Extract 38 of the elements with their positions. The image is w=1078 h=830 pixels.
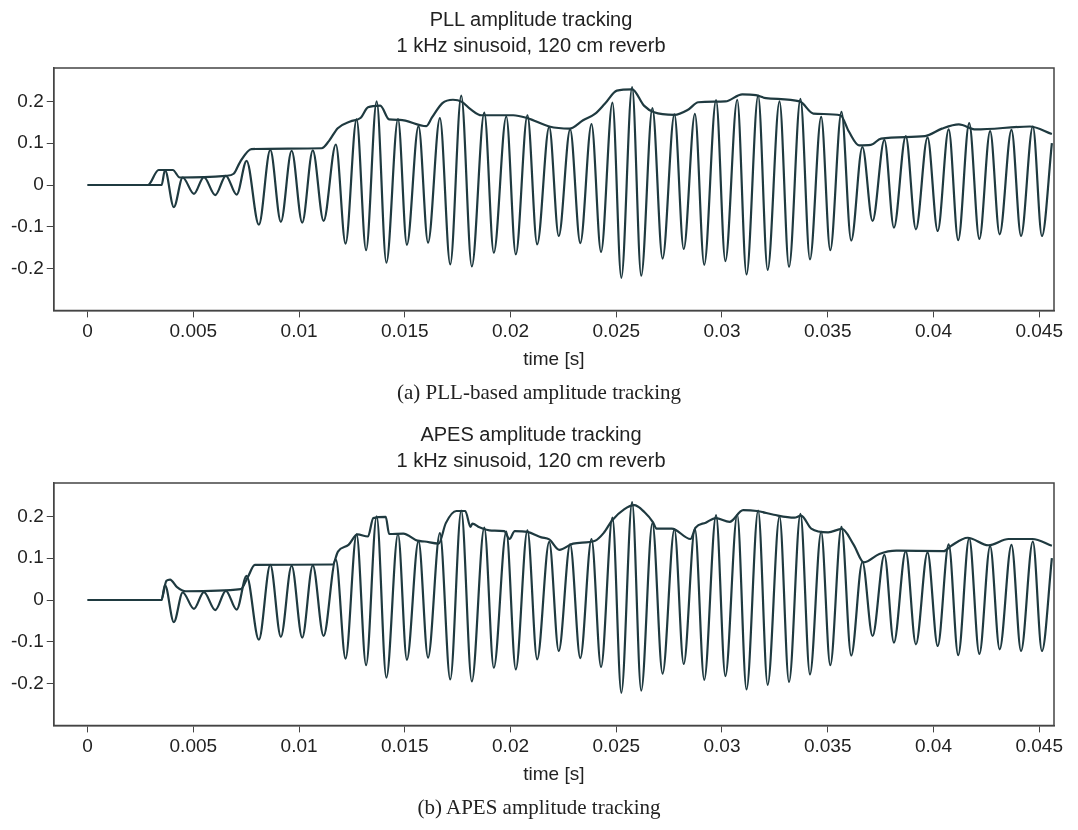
x-tick-label: 0.03 bbox=[703, 735, 741, 757]
x-tick-label: 0.02 bbox=[492, 320, 530, 342]
y-tick-label: -0.1 bbox=[10, 215, 44, 237]
x-tick-label: 0 bbox=[82, 320, 93, 342]
text: (a) PLL-based amplitude tracking bbox=[396, 379, 682, 406]
y-tick-label: 0 bbox=[33, 588, 44, 610]
chart-subtitle: 1 kHz sinusoid, 120 cm reverb bbox=[396, 33, 666, 56]
x-tick-label: 0.035 bbox=[803, 320, 852, 342]
x-tick-label: 0 bbox=[82, 735, 93, 757]
x-tick-label: 0.025 bbox=[592, 320, 641, 342]
x-axis-title: time [s] bbox=[523, 347, 585, 369]
x-tick-label: 0.01 bbox=[280, 320, 318, 342]
x-tick-label: 0.025 bbox=[592, 735, 641, 757]
chart-title: PLL amplitude tracking bbox=[429, 7, 633, 30]
text: (b) APES amplitude tracking bbox=[416, 794, 662, 821]
x-tick-label: 0.04 bbox=[914, 735, 953, 757]
y-tick-label: 0.1 bbox=[17, 546, 44, 568]
chart-title: APES amplitude tracking bbox=[420, 422, 642, 445]
x-tick-label: 0.02 bbox=[492, 735, 530, 757]
x-tick-label: 0.01 bbox=[280, 735, 318, 757]
x-tick-label: 0.035 bbox=[803, 735, 852, 757]
y-tick-label: -0.1 bbox=[10, 630, 44, 652]
x-tick-label: 0.03 bbox=[703, 320, 741, 342]
y-tick-label: 0.2 bbox=[17, 89, 44, 111]
x-tick-label: 0.015 bbox=[381, 320, 429, 342]
y-tick-label: 0.2 bbox=[17, 504, 44, 526]
x-tick-label: 0.005 bbox=[169, 735, 218, 757]
y-tick-label: -0.2 bbox=[10, 671, 44, 693]
y-tick-label: -0.2 bbox=[10, 256, 44, 278]
x-tick-label: 0.04 bbox=[914, 320, 953, 342]
x-tick-label: 0.045 bbox=[1015, 320, 1063, 342]
x-tick-label: 0.015 bbox=[381, 735, 429, 757]
y-tick-label: 0 bbox=[33, 173, 44, 195]
x-tick-label: 0.045 bbox=[1015, 735, 1063, 757]
x-tick-label: 0.005 bbox=[169, 320, 218, 342]
chart-subtitle: 1 kHz sinusoid, 120 cm reverb bbox=[396, 448, 666, 471]
y-tick-label: 0.1 bbox=[17, 131, 44, 153]
x-axis-title: time [s] bbox=[523, 762, 585, 784]
